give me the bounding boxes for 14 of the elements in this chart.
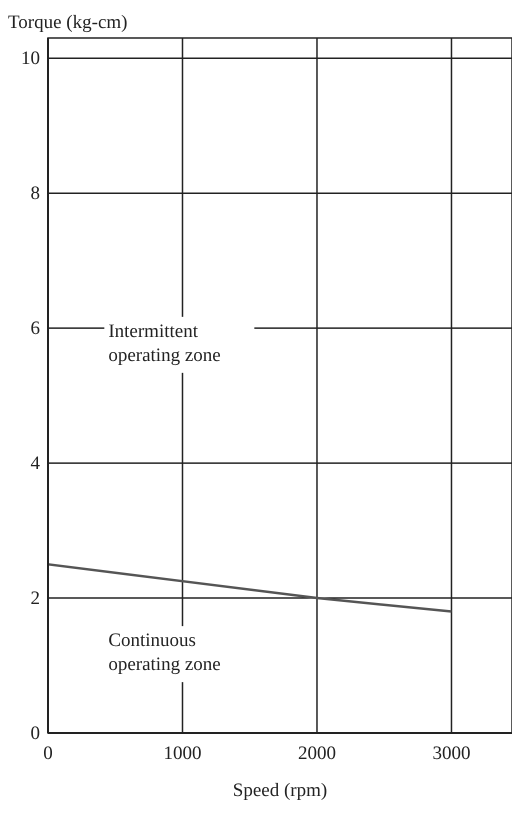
y-tick-label: 10 bbox=[21, 48, 40, 70]
x-tick-label: 3000 bbox=[432, 743, 470, 764]
y-axis-title: Torque (kg-cm) bbox=[8, 12, 128, 33]
x-tick-label: 1000 bbox=[163, 743, 202, 764]
y-tick-label: 6 bbox=[30, 318, 40, 340]
annotation: Continuous operating zone bbox=[108, 630, 221, 676]
y-tick-label: 2 bbox=[30, 588, 40, 610]
y-tick-label: 0 bbox=[30, 723, 40, 744]
y-tick-label: 8 bbox=[30, 183, 40, 204]
x-axis-title: Speed (rpm) bbox=[232, 780, 328, 801]
y-tick-label: 4 bbox=[30, 453, 40, 474]
x-tick-label: 2000 bbox=[298, 743, 336, 764]
annotation: Intermittent operating zone bbox=[108, 320, 221, 366]
line-series bbox=[46, 563, 453, 613]
